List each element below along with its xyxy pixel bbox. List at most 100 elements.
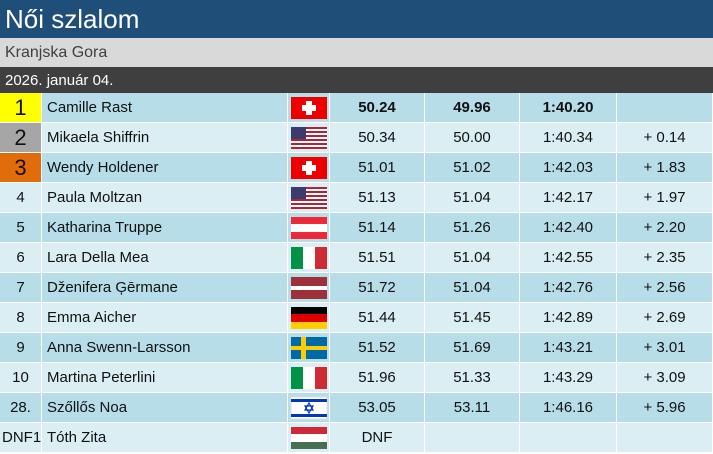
rank: 4: [0, 183, 42, 213]
run1-time: 51.13: [330, 183, 425, 213]
run2-time: 50.00: [425, 123, 520, 153]
total-time: 1:43.21: [520, 333, 617, 363]
flag: [291, 427, 327, 449]
run2-time: 51.26: [425, 213, 520, 243]
result-row: 5 Katharina Truppe 51.14 51.26 1:42.40 + 2.20: [0, 213, 713, 243]
athlete-name: Dženifera Ģērmane: [42, 273, 288, 303]
flag: [291, 127, 327, 149]
run1-time: 51.14: [330, 213, 425, 243]
result-row: 8 Emma Aicher 51.44 51.45 1:42.89 + 2.69: [0, 303, 713, 333]
total-time: 1:42.03: [520, 153, 617, 183]
flag: [291, 97, 327, 119]
run1-time: 51.44: [330, 303, 425, 333]
run2-time: 51.04: [425, 183, 520, 213]
flag: [291, 337, 327, 359]
athlete-name: Camille Rast: [42, 93, 288, 123]
result-row: 3 Wendy Holdener 51.01 51.02 1:42.03 + 1.83: [0, 153, 713, 183]
total-time: 1:42.76: [520, 273, 617, 303]
run1-time: 51.52: [330, 333, 425, 363]
athlete-name: Lara Della Mea: [42, 243, 288, 273]
run2-time: 51.69: [425, 333, 520, 363]
rank: 2: [0, 123, 42, 153]
flag: [291, 247, 327, 269]
venue: Kranjska Gora: [0, 38, 713, 67]
athlete-name: Tóth Zita: [42, 423, 288, 453]
athlete-name: Katharina Truppe: [42, 213, 288, 243]
total-time: 1:40.34: [520, 123, 617, 153]
rank: 7: [0, 273, 42, 303]
time-difference: [617, 93, 713, 123]
total-time: 1:46.16: [520, 393, 617, 423]
athlete-name: Emma Aicher: [42, 303, 288, 333]
rank: 8: [0, 303, 42, 333]
run1-time: 50.24: [330, 93, 425, 123]
run2-time: [425, 423, 520, 453]
run2-time: 51.45: [425, 303, 520, 333]
time-difference: + 3.09: [617, 363, 713, 393]
athlete-name: Szőllős Noa: [42, 393, 288, 423]
run2-time: 51.04: [425, 273, 520, 303]
athlete-name: Wendy Holdener: [42, 153, 288, 183]
rank: 3: [0, 153, 42, 183]
flag: [291, 367, 327, 389]
flag: [291, 217, 327, 239]
run1-time: 53.05: [330, 393, 425, 423]
time-difference: + 2.69: [617, 303, 713, 333]
total-time: 1:42.40: [520, 213, 617, 243]
time-difference: [617, 423, 713, 453]
rank: 5: [0, 213, 42, 243]
time-difference: + 2.56: [617, 273, 713, 303]
title: Női szlalom: [0, 0, 713, 38]
total-time: [520, 423, 617, 453]
total-time: 1:43.29: [520, 363, 617, 393]
time-difference: + 3.01: [617, 333, 713, 363]
time-difference: + 2.20: [617, 213, 713, 243]
result-row: 6 Lara Della Mea 51.51 51.04 1:42.55 + 2.35: [0, 243, 713, 273]
rank: 1: [0, 93, 42, 123]
time-difference: + 5.96: [617, 393, 713, 423]
athlete-name: Mikaela Shiffrin: [42, 123, 288, 153]
result-row: 28. Szőllős Noa 53.05 53.11 1:46.16 + 5.96: [0, 393, 713, 423]
result-row: 2 Mikaela Shiffrin 50.34 50.00 1:40.34 + 0.14: [0, 123, 713, 153]
result-row: 1 Camille Rast 50.24 49.96 1:40.20: [0, 93, 713, 123]
flag: [290, 396, 328, 420]
time-difference: + 0.14: [617, 123, 713, 153]
rank: 28.: [0, 393, 42, 423]
time-difference: + 1.83: [617, 153, 713, 183]
flag: [291, 307, 327, 329]
run1-time: 51.51: [330, 243, 425, 273]
date: 2026. január 04.: [0, 67, 713, 93]
flag: [291, 187, 327, 209]
flag: [291, 277, 327, 299]
run2-time: 51.33: [425, 363, 520, 393]
rank: 10: [0, 363, 42, 393]
total-time: 1:42.17: [520, 183, 617, 213]
run1-time: 50.34: [330, 123, 425, 153]
rank: 9: [0, 333, 42, 363]
results-table: 1 Camille Rast 50.24 49.96 1:40.20 2 Mikaela S…: [0, 93, 713, 453]
run1-time: 51.01: [330, 153, 425, 183]
run1-time: 51.96: [330, 363, 425, 393]
rank: 6: [0, 243, 42, 273]
rank: DNF1: [0, 423, 42, 453]
run1-time: 51.72: [330, 273, 425, 303]
result-row: 4 Paula Moltzan 51.13 51.04 1:42.17 + 1.97: [0, 183, 713, 213]
flags: [290, 97, 328, 449]
athlete-name: Anna Swenn-Larsson: [42, 333, 288, 363]
athlete-name: Paula Moltzan: [42, 183, 288, 213]
run2-time: 53.11: [425, 393, 520, 423]
result-row: 9 Anna Swenn-Larsson 51.52 51.69 1:43.21 + 3.…: [0, 333, 713, 363]
total-time: 1:42.55: [520, 243, 617, 273]
run2-time: 51.02: [425, 153, 520, 183]
athlete-name: Martina Peterlini: [42, 363, 288, 393]
run1-time: DNF: [330, 423, 425, 453]
result-row: DNF1 Tóth Zita DNF: [0, 423, 713, 453]
flag: [291, 157, 327, 179]
run2-time: 51.04: [425, 243, 520, 273]
run2-time: 49.96: [425, 93, 520, 123]
result-row: 7 Dženifera Ģērmane 51.72 51.04 1:42.76 + 2.5…: [0, 273, 713, 303]
total-time: 1:40.20: [520, 93, 617, 123]
total-time: 1:42.89: [520, 303, 617, 333]
result-row: 10 Martina Peterlini 51.96 51.33 1:43.29 + 3.…: [0, 363, 713, 393]
